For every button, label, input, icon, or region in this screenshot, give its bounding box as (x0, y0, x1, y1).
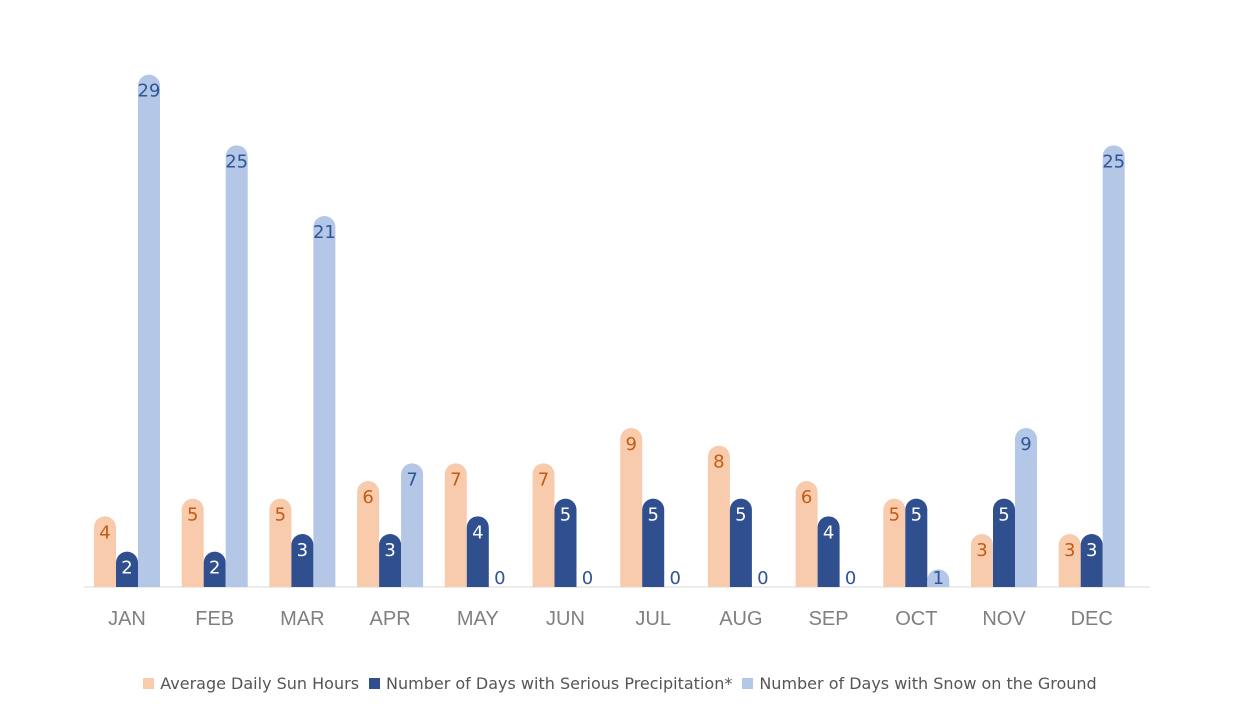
value-label-precipitation-jun: 5 (560, 505, 571, 526)
bar-snow-jan (138, 74, 160, 587)
legend-swatch-sun-hours (143, 678, 155, 689)
value-label-precipitation-jan: 2 (121, 558, 132, 579)
value-label-snow-nov: 9 (1020, 434, 1031, 455)
bar-snow-oct (927, 569, 950, 587)
bar-sun-hours-jan (94, 516, 117, 587)
value-label-sun-hours-sep: 6 (801, 487, 812, 508)
bar-precipitation-jul (642, 498, 665, 587)
value-label-sun-hours-dec: 3 (1064, 540, 1075, 561)
bar-precipitation-feb (203, 551, 226, 587)
value-label-sun-hours-feb: 5 (187, 505, 198, 526)
value-label-snow-jan: 29 (138, 81, 161, 102)
bar-precipitation-oct (905, 498, 928, 587)
value-label-sun-hours-nov: 3 (976, 540, 987, 561)
bar-sun-hours-jul (620, 428, 643, 587)
value-label-sun-hours-jun: 7 (538, 469, 549, 490)
category-label-feb: FEB (195, 608, 234, 630)
category-label-nov: NOV (982, 608, 1026, 630)
bar-precipitation-sep (817, 516, 840, 587)
value-label-snow-mar: 21 (313, 222, 336, 243)
value-label-snow-sep: 0 (845, 568, 856, 589)
value-label-precipitation-feb: 2 (209, 558, 220, 579)
bar-precipitation-mar (291, 534, 314, 587)
bar-snow-nov (1015, 428, 1037, 587)
bar-precipitation-jan (116, 551, 138, 587)
value-label-precipitation-mar: 3 (297, 540, 308, 561)
value-label-snow-jul: 0 (669, 568, 680, 589)
value-label-precipitation-dec: 3 (1086, 540, 1097, 561)
bar-snow-dec (1102, 145, 1125, 588)
value-label-precipitation-sep: 4 (823, 522, 834, 543)
category-label-jul: JUL (635, 608, 671, 630)
value-label-precipitation-jul: 5 (647, 505, 658, 526)
bar-sun-hours-aug (707, 445, 730, 587)
legend-item-sun-hours: Average Daily Sun Hours (143, 674, 359, 693)
legend-label-precipitation: Number of Days with Serious Precipitatio… (386, 674, 733, 693)
category-label-sep: SEP (809, 608, 849, 630)
bar-precipitation-dec (1080, 534, 1103, 587)
value-label-snow-oct: 1 (933, 568, 944, 589)
category-label-oct: OCT (895, 608, 937, 630)
category-labels-group: JAN FEB MAR APR MAY JUN JUL AUG SEP OCT NOV DEC (108, 608, 1113, 630)
category-label-aug: AUG (719, 608, 762, 630)
value-label-sun-hours-may: 7 (450, 469, 461, 490)
bar-sun-hours-dec (1058, 534, 1081, 587)
value-label-sun-hours-jul: 9 (625, 434, 636, 455)
value-label-sun-hours-aug: 8 (713, 452, 724, 473)
value-label-snow-may: 0 (494, 568, 505, 589)
legend-label-snow: Number of Days with Snow on the Ground (759, 674, 1097, 693)
value-label-snow-jun: 0 (582, 568, 593, 589)
bars-group (94, 74, 1125, 588)
legend-swatch-snow (742, 678, 754, 689)
legend-item-precipitation: Number of Days with Serious Precipitatio… (369, 674, 732, 693)
value-label-precipitation-oct: 5 (911, 505, 922, 526)
category-label-apr: APR (370, 608, 411, 630)
legend-item-snow: Number of Days with Snow on the Ground (742, 674, 1097, 693)
value-label-snow-feb: 25 (225, 151, 248, 172)
category-label-jan: JAN (108, 608, 146, 630)
category-label-may: MAY (457, 608, 499, 630)
bar-sun-hours-sep (795, 481, 818, 587)
bar-precipitation-apr (379, 534, 402, 587)
value-label-sun-hours-mar: 5 (275, 505, 286, 526)
bar-snow-apr (401, 463, 424, 587)
value-label-precipitation-apr: 3 (384, 540, 395, 561)
category-label-dec: DEC (1071, 608, 1113, 630)
bar-sun-hours-nov (971, 534, 993, 587)
value-label-precipitation-aug: 5 (735, 505, 746, 526)
category-label-jun: JUN (546, 608, 585, 630)
value-label-precipitation-nov: 5 (998, 505, 1009, 526)
bar-precipitation-jun (554, 498, 577, 587)
value-label-sun-hours-oct: 5 (889, 505, 900, 526)
value-label-snow-apr: 7 (406, 469, 417, 490)
legend-swatch-precipitation (369, 678, 381, 689)
value-label-sun-hours-apr: 6 (362, 487, 373, 508)
bar-snow-mar (313, 216, 336, 587)
value-label-sun-hours-jan: 4 (99, 522, 110, 543)
bar-sun-hours-mar (269, 498, 292, 587)
bar-sun-hours-apr (357, 481, 380, 587)
bar-snow-feb (225, 145, 248, 588)
legend: Average Daily Sun Hours Number of Days w… (0, 674, 1240, 693)
value-label-precipitation-may: 4 (472, 522, 483, 543)
bar-sun-hours-may (444, 463, 467, 587)
bar-sun-hours-feb (181, 498, 204, 587)
legend-label-sun-hours: Average Daily Sun Hours (160, 674, 360, 693)
category-label-mar: MAR (280, 608, 324, 630)
bar-precipitation-nov (993, 498, 1015, 587)
bar-precipitation-may (466, 516, 489, 587)
bar-sun-hours-jun (532, 463, 555, 587)
bar-sun-hours-oct (883, 498, 906, 587)
value-label-snow-aug: 0 (757, 568, 768, 589)
value-label-snow-dec: 25 (1102, 151, 1125, 172)
bar-precipitation-aug (729, 498, 752, 587)
